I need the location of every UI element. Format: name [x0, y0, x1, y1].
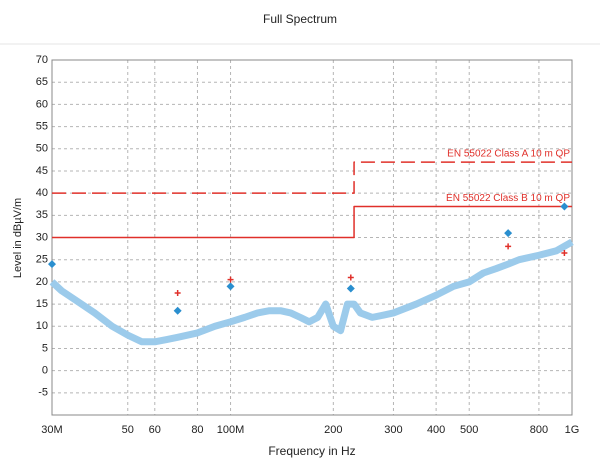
x-tick-label: 100M — [217, 424, 245, 436]
y-tick-label: 60 — [36, 98, 48, 110]
y-tick-label: 25 — [36, 254, 48, 266]
qp-marker — [505, 243, 512, 250]
spectrum-trace — [49, 238, 574, 346]
x-tick-label: 60 — [149, 424, 161, 436]
qp-marker — [347, 274, 354, 281]
y-tick-label: 50 — [36, 143, 48, 155]
x-tick-label: 50 — [122, 424, 134, 436]
qp-marker — [227, 276, 234, 283]
peak-marker — [346, 284, 355, 293]
chart-title: Full Spectrum — [263, 12, 337, 26]
y-tick-label: 35 — [36, 209, 48, 221]
y-tick-label: 70 — [36, 54, 48, 66]
y-tick-label: 55 — [36, 120, 48, 132]
y-tick-label: 40 — [36, 187, 48, 199]
qp-marker — [561, 250, 568, 257]
y-tick-label: 30 — [36, 231, 48, 243]
peak-marker — [173, 306, 182, 315]
limit-line — [52, 161, 572, 194]
y-tick-label: 0 — [42, 365, 48, 377]
x-tick-label: 300 — [384, 424, 402, 436]
limit-label: EN 55022 Class B 10 m QP — [446, 193, 570, 204]
y-tick-label: 5 — [42, 342, 48, 354]
x-tick-label: 800 — [530, 424, 548, 436]
y-axis-label: Level in dBµV/m — [12, 198, 24, 278]
y-tick-label: 10 — [36, 320, 48, 332]
y-tick-label: -5 — [38, 387, 48, 399]
x-axis-label: Frequency in Hz — [268, 444, 355, 458]
peak-marker — [48, 260, 56, 269]
peak-marker — [560, 202, 569, 211]
x-tick-label: 80 — [191, 424, 203, 436]
peak-marker — [226, 282, 235, 291]
y-tick-label: 15 — [36, 298, 48, 310]
y-tick-label: 20 — [36, 276, 48, 288]
x-tick-label: 1G — [565, 424, 580, 436]
limit-label: EN 55022 Class A 10 m QP — [447, 149, 570, 160]
y-tick-label: 65 — [36, 76, 48, 88]
y-tick-label: 45 — [36, 165, 48, 177]
x-tick-label: 30M — [41, 424, 62, 436]
limit-line — [52, 205, 572, 239]
peak-marker — [504, 229, 513, 238]
x-tick-label: 500 — [460, 424, 478, 436]
x-tick-label: 400 — [427, 424, 445, 436]
x-tick-label: 200 — [324, 424, 342, 436]
qp-marker — [174, 289, 181, 296]
